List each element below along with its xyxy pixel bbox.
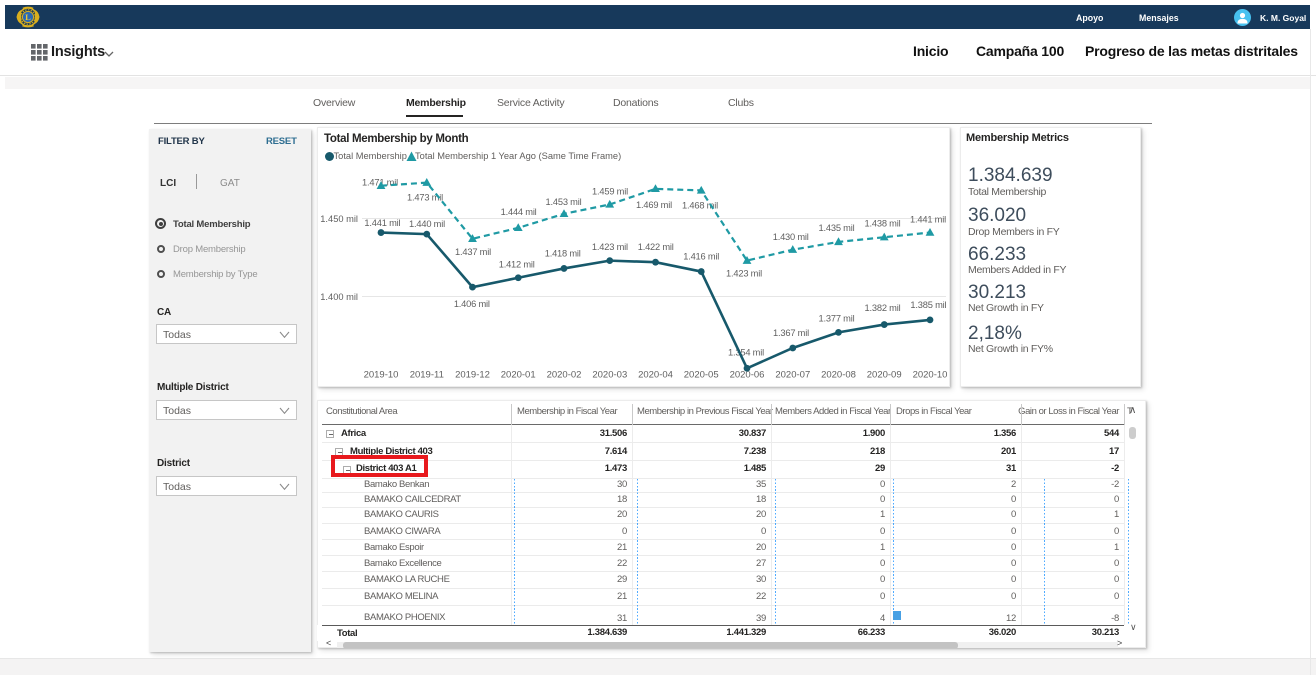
svg-text:2019-12: 2019-12 [455, 370, 490, 381]
svg-text:1.438 mil: 1.438 mil [865, 219, 901, 229]
svg-text:1.377 mil: 1.377 mil [819, 314, 855, 324]
svg-text:1.471 mil: 1.471 mil [362, 178, 398, 188]
svg-text:1.400 mil: 1.400 mil [320, 292, 358, 302]
svg-text:2020-09: 2020-09 [867, 370, 902, 381]
svg-text:2020-07: 2020-07 [775, 370, 810, 381]
svg-text:1.435 mil: 1.435 mil [819, 223, 855, 233]
svg-text:1.382 mil: 1.382 mil [865, 303, 901, 313]
svg-text:1.468 mil: 1.468 mil [682, 200, 718, 210]
svg-text:2020-01: 2020-01 [501, 370, 536, 381]
svg-text:1.422 mil: 1.422 mil [638, 242, 674, 252]
svg-text:1.367 mil: 1.367 mil [773, 328, 809, 338]
svg-text:2020-06: 2020-06 [730, 370, 765, 381]
svg-text:1.385 mil: 1.385 mil [910, 300, 946, 310]
svg-text:1.440 mil: 1.440 mil [409, 219, 445, 229]
svg-text:2020-10: 2020-10 [913, 370, 948, 381]
svg-text:1.354 mil: 1.354 mil [728, 348, 764, 358]
svg-text:1.406 mil: 1.406 mil [454, 299, 490, 309]
svg-text:1.418 mil: 1.418 mil [545, 248, 581, 258]
svg-text:L: L [25, 12, 31, 22]
svg-text:1.423 mil: 1.423 mil [592, 242, 628, 252]
svg-text:1.450 mil: 1.450 mil [320, 214, 358, 224]
svg-text:1.441 mil: 1.441 mil [364, 218, 400, 228]
svg-text:1.453 mil: 1.453 mil [546, 197, 582, 207]
svg-text:1.473 mil: 1.473 mil [407, 193, 443, 203]
svg-text:2020-08: 2020-08 [821, 370, 856, 381]
svg-text:2020-04: 2020-04 [638, 370, 673, 381]
svg-text:1.441 mil: 1.441 mil [910, 215, 946, 225]
svg-text:2020-02: 2020-02 [547, 370, 582, 381]
svg-text:1.459 mil: 1.459 mil [592, 187, 628, 197]
svg-text:2020-05: 2020-05 [684, 370, 719, 381]
svg-text:1.430 mil: 1.430 mil [773, 232, 809, 242]
svg-text:1.416 mil: 1.416 mil [683, 252, 719, 262]
svg-text:1.423 mil: 1.423 mil [726, 269, 762, 279]
svg-text:1.437 mil: 1.437 mil [455, 247, 491, 257]
svg-text:2019-11: 2019-11 [410, 370, 444, 381]
svg-text:1.469 mil: 1.469 mil [636, 200, 672, 210]
svg-text:2020-03: 2020-03 [592, 370, 627, 381]
svg-text:1.444 mil: 1.444 mil [501, 207, 537, 217]
svg-text:1.412 mil: 1.412 mil [499, 260, 535, 270]
svg-text:2019-10: 2019-10 [364, 370, 399, 381]
